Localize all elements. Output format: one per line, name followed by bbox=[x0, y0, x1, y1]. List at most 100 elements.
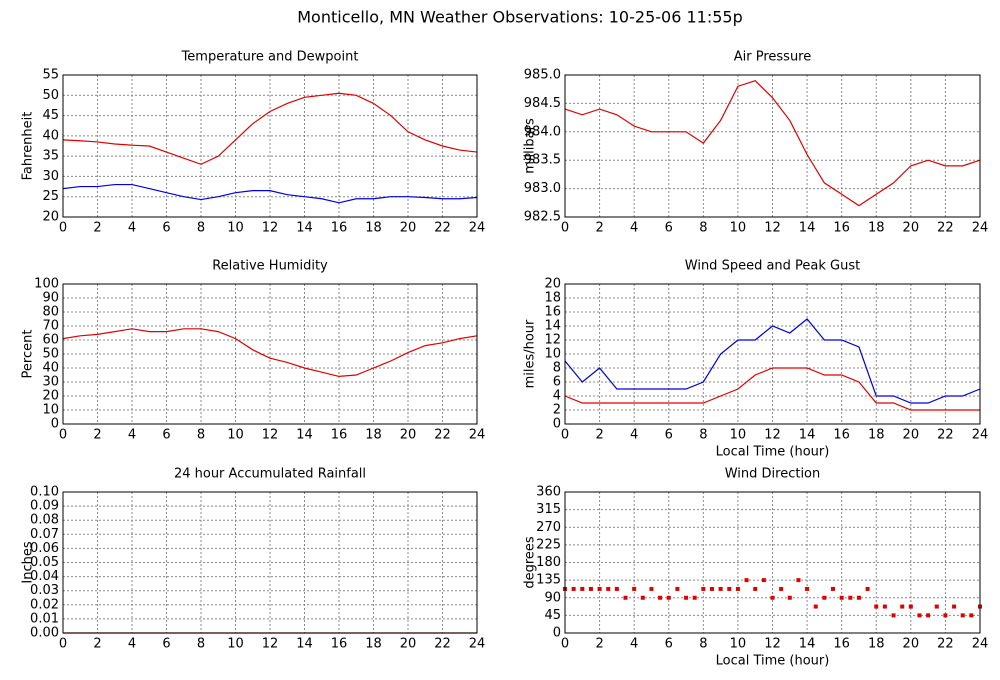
panel: Air Pressure millibars 982.5 983.0 983.5 984.… bbox=[523, 50, 989, 236]
y-tick-label: 18 bbox=[544, 291, 561, 306]
series-line bbox=[62, 183, 478, 204]
scatter-point bbox=[882, 604, 887, 609]
x-tick-label: 8 bbox=[197, 221, 205, 236]
y-tick-label: 40 bbox=[42, 361, 59, 376]
x-tick-label: 6 bbox=[162, 221, 170, 236]
y-tick-label: 30 bbox=[42, 375, 59, 390]
scatter-point bbox=[675, 586, 680, 591]
x-tick-label: 18 bbox=[365, 221, 382, 236]
x-tick-label: 24 bbox=[469, 221, 486, 236]
x-tick-label: 18 bbox=[868, 637, 885, 652]
y-tick-label: 0 bbox=[553, 626, 561, 641]
y-tick-label: 2 bbox=[553, 403, 561, 418]
scatter-point bbox=[614, 586, 619, 591]
x-tick-label: 14 bbox=[296, 637, 313, 652]
panel-title: Wind Speed and Peak Gust bbox=[685, 259, 860, 274]
series-line bbox=[564, 318, 981, 404]
scatter-point bbox=[588, 586, 593, 591]
x-tick-label: 20 bbox=[400, 637, 417, 652]
x-tick-label: 10 bbox=[227, 428, 244, 443]
y-tick-label: 60 bbox=[42, 333, 59, 348]
y-tick-label: 45 bbox=[544, 608, 561, 623]
x-tick-label: 6 bbox=[665, 221, 673, 236]
y-tick-label: 0.09 bbox=[30, 499, 59, 514]
y-tick-label: 20 bbox=[544, 277, 561, 292]
x-tick-label: 8 bbox=[699, 428, 707, 443]
scatter-point bbox=[891, 613, 896, 618]
y-axis-label: miles/hour bbox=[523, 319, 538, 388]
scatter-point bbox=[917, 613, 922, 618]
y-tick-label: 90 bbox=[544, 590, 561, 605]
y-tick-label: 0.05 bbox=[30, 555, 59, 570]
y-tick-label: 100 bbox=[34, 277, 59, 292]
plot-frame bbox=[564, 74, 981, 218]
scatter-point bbox=[640, 595, 645, 600]
series-line bbox=[564, 79, 981, 207]
x-tick-label: 14 bbox=[296, 221, 313, 236]
x-tick-label: 2 bbox=[93, 637, 101, 652]
y-tick-label: 10 bbox=[42, 403, 59, 418]
x-tick-label: 16 bbox=[331, 428, 348, 443]
x-tick-label: 16 bbox=[833, 637, 850, 652]
y-axis-label: Percent bbox=[21, 330, 36, 379]
scatter-point bbox=[753, 586, 758, 591]
x-tick-label: 2 bbox=[595, 637, 603, 652]
series-line bbox=[62, 92, 478, 165]
x-tick-label: 10 bbox=[730, 221, 747, 236]
x-tick-label: 24 bbox=[972, 428, 989, 443]
x-tick-label: 16 bbox=[331, 637, 348, 652]
scatter-point bbox=[787, 595, 792, 600]
y-axis-label: degrees bbox=[523, 536, 538, 589]
y-tick-label: 0.06 bbox=[30, 541, 59, 556]
scatter-point bbox=[813, 604, 818, 609]
x-tick-label: 12 bbox=[262, 428, 279, 443]
x-tick-label: 4 bbox=[128, 428, 136, 443]
x-tick-label: 18 bbox=[365, 428, 382, 443]
scatter-point bbox=[848, 595, 853, 600]
scatter-point bbox=[744, 578, 749, 583]
scatter-point bbox=[926, 613, 931, 618]
y-tick-label: 315 bbox=[536, 502, 561, 517]
scatter-point bbox=[606, 586, 611, 591]
y-axis-label: Fahrenheit bbox=[21, 112, 36, 181]
series-line bbox=[564, 367, 980, 411]
x-tick-label: 6 bbox=[162, 428, 170, 443]
y-tick-label: 4 bbox=[553, 389, 561, 404]
scatter-point bbox=[943, 613, 948, 618]
page-title: Monticello, MN Weather Observations: 10-… bbox=[297, 8, 742, 27]
y-tick-label: 50 bbox=[42, 347, 59, 362]
x-tick-label: 22 bbox=[937, 428, 954, 443]
y-tick-label: 30 bbox=[42, 169, 59, 184]
x-tick-label: 8 bbox=[197, 637, 205, 652]
x-tick-label: 20 bbox=[400, 221, 417, 236]
x-tick-label: 10 bbox=[730, 428, 747, 443]
x-tick-label: 0 bbox=[561, 637, 569, 652]
scatter-point bbox=[571, 586, 576, 591]
y-tick-label: 983.0 bbox=[524, 181, 561, 196]
plot-frame bbox=[62, 283, 478, 425]
series-line bbox=[62, 328, 478, 378]
x-tick-label: 8 bbox=[699, 221, 707, 236]
scatter-point bbox=[952, 604, 957, 609]
x-tick-label: 12 bbox=[764, 637, 781, 652]
panel-title: Temperature and Dewpoint bbox=[181, 50, 359, 65]
y-tick-label: 225 bbox=[536, 537, 561, 552]
y-tick-label: 0.00 bbox=[30, 626, 59, 641]
scatter-point bbox=[761, 578, 766, 583]
scatter-point bbox=[727, 586, 732, 591]
x-tick-label: 2 bbox=[93, 221, 101, 236]
x-tick-label: 18 bbox=[868, 221, 885, 236]
x-tick-label: 2 bbox=[93, 428, 101, 443]
plot-frame bbox=[62, 74, 478, 218]
y-tick-label: 55 bbox=[42, 68, 59, 83]
x-tick-label: 22 bbox=[937, 221, 954, 236]
x-tick-label: 10 bbox=[730, 637, 747, 652]
panel: Relative HumidityPercent0102030405060708… bbox=[21, 259, 486, 443]
x-tick-label: 20 bbox=[903, 221, 920, 236]
x-tick-label: 22 bbox=[434, 428, 451, 443]
y-tick-label: 0.02 bbox=[30, 597, 59, 612]
scatter-point bbox=[856, 595, 861, 600]
panel-title: Air Pressure bbox=[734, 50, 812, 65]
x-tick-label: 10 bbox=[227, 637, 244, 652]
